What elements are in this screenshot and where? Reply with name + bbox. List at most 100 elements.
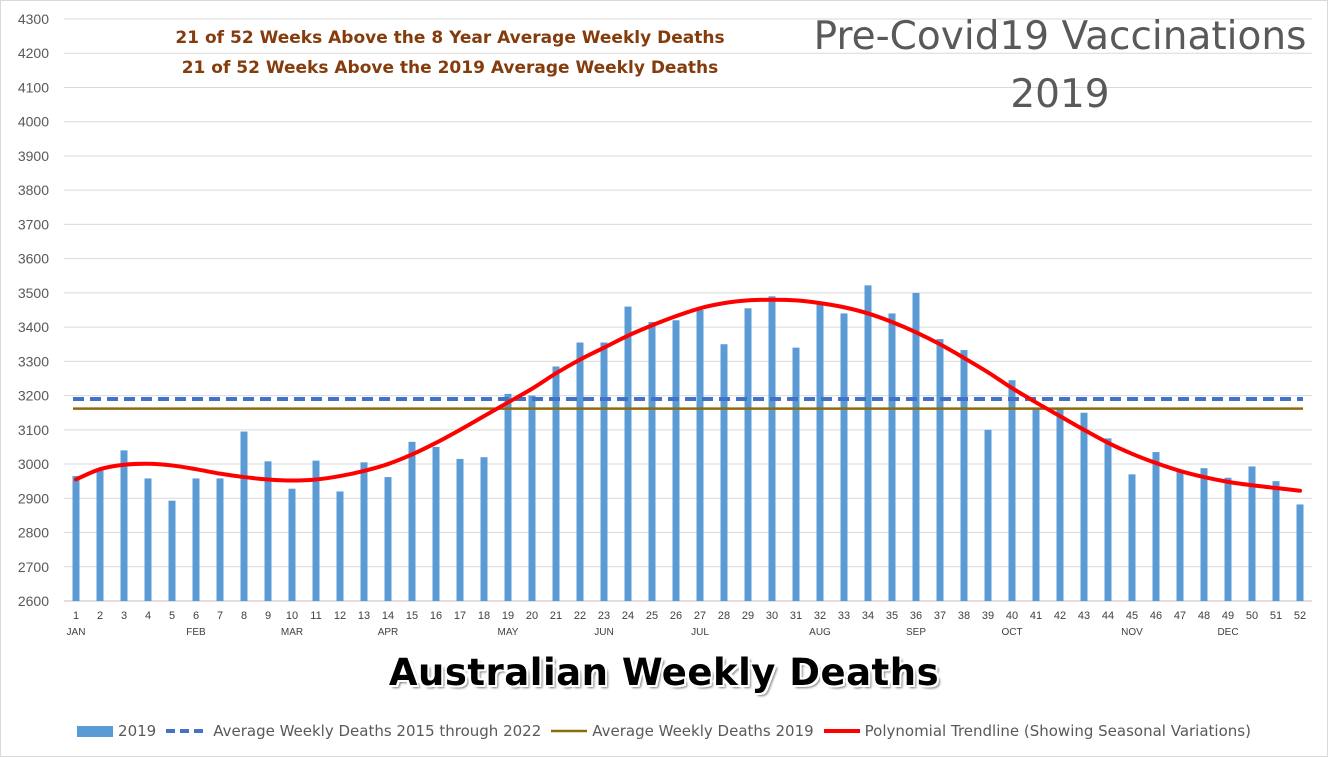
bar-week-18 [480, 457, 488, 601]
x-tick-label: 9 [265, 610, 271, 622]
y-tick-label: 4200 [18, 45, 49, 61]
bar-week-8 [240, 431, 248, 601]
x-tick-label: 39 [982, 610, 994, 622]
x-tick-label: 17 [454, 610, 466, 622]
bar-week-32 [816, 301, 824, 601]
bar-week-6 [192, 478, 200, 601]
x-tick-label: 10 [286, 610, 298, 622]
bar-week-33 [840, 313, 848, 601]
x-tick-label: 19 [502, 610, 514, 622]
polynomial-trendline [74, 297, 1302, 493]
bar-week-10 [288, 488, 296, 601]
bar-week-12 [336, 491, 344, 601]
x-tick-label: 46 [1150, 610, 1162, 622]
x-tick-label: 51 [1270, 610, 1282, 622]
bar-week-17 [456, 458, 464, 601]
bar-week-49 [1224, 477, 1232, 601]
x-tick-label: 42 [1054, 610, 1066, 622]
legend-swatch-bar [77, 725, 114, 737]
bar-week-20 [528, 395, 536, 601]
x-tick-label: 13 [358, 610, 370, 622]
bar-week-3 [120, 450, 128, 601]
bar-week-15 [408, 441, 416, 601]
bar-week-5 [168, 500, 176, 601]
x-tick-label: 26 [670, 610, 682, 622]
x-tick-label: 29 [742, 610, 754, 622]
x-tick-label: 50 [1246, 610, 1258, 622]
legend-item-8-year-average: Average Weekly Deaths 2015 through 2022 [166, 722, 541, 740]
x-tick-label: 33 [838, 610, 850, 622]
y-tick-label: 4000 [18, 114, 49, 130]
bar-week-50 [1248, 466, 1256, 601]
y-tick-label: 4100 [18, 79, 49, 95]
bar-week-26 [672, 320, 680, 601]
bar-week-52 [1296, 504, 1304, 601]
month-label: AUG [809, 627, 831, 638]
x-tick-label: 30 [766, 610, 778, 622]
x-tick-label: 38 [958, 610, 970, 622]
legend-swatch-solid-line [551, 729, 588, 733]
x-tick-label: 3 [121, 610, 127, 622]
bar-week-38 [960, 350, 968, 601]
x-tick-label: 6 [193, 610, 199, 622]
y-tick-label: 3700 [18, 216, 49, 232]
x-tick-label: 44 [1102, 610, 1114, 622]
x-tick-label: 40 [1006, 610, 1018, 622]
bar-week-4 [144, 478, 152, 601]
bar-week-13 [360, 462, 368, 601]
y-tick-label: 2900 [18, 490, 49, 506]
x-tick-label: 1 [73, 610, 79, 622]
x-tick-label: 12 [334, 610, 346, 622]
x-tick-label: 49 [1222, 610, 1234, 622]
x-tick-label: 21 [550, 610, 562, 622]
x-tick-label: 18 [478, 610, 490, 622]
x-tick-label: 41 [1030, 610, 1042, 622]
x-tick-label: 28 [718, 610, 730, 622]
y-tick-label: 3600 [18, 251, 49, 267]
bar-week-30 [768, 296, 776, 601]
bar-week-48 [1200, 468, 1208, 601]
bar-week-44 [1104, 438, 1112, 601]
bar-week-43 [1080, 412, 1088, 601]
bar-week-45 [1128, 474, 1136, 601]
chart-title: Australian Weekly Deaths [388, 651, 940, 694]
y-tick-label: 2600 [18, 593, 49, 609]
legend-item-2019: 2019 [77, 722, 156, 740]
bar-week-40 [1008, 380, 1016, 601]
x-tick-label: 11 [310, 610, 321, 622]
legend-label-2019-average: Average Weekly Deaths 2019 [592, 722, 814, 740]
bar-week-19 [504, 393, 512, 601]
x-tick-label: 15 [406, 610, 418, 622]
month-label: NOV [1121, 627, 1143, 638]
month-label: SEP [906, 627, 926, 638]
x-tick-label: 35 [886, 610, 898, 622]
legend: 2019 Average Weekly Deaths 2015 through … [0, 722, 1328, 740]
month-label: JUL [691, 627, 709, 638]
y-tick-label: 3800 [18, 182, 49, 198]
y-tick-label: 3300 [18, 353, 49, 369]
month-label: MAY [498, 627, 519, 638]
x-tick-label: 48 [1198, 610, 1210, 622]
x-tick-label: 34 [862, 610, 874, 622]
bar-week-34 [864, 285, 872, 601]
y-tick-label: 4300 [18, 11, 49, 27]
x-tick-label: 25 [646, 610, 658, 622]
bar-week-25 [648, 321, 656, 601]
x-tick-label: 8 [241, 610, 247, 622]
bar-week-11 [312, 460, 320, 601]
x-tick-label: 36 [910, 610, 922, 622]
bar-week-24 [624, 306, 632, 601]
x-tick-label: 52 [1294, 610, 1306, 622]
bar-week-7 [216, 478, 224, 601]
x-tick-label: 23 [598, 610, 610, 622]
y-tick-label: 3900 [18, 148, 49, 164]
y-tick-label: 3000 [18, 456, 49, 472]
month-label: MAR [281, 627, 303, 638]
x-tick-label: 24 [622, 610, 634, 622]
legend-label-2019: 2019 [118, 722, 157, 740]
x-tick-label: 20 [526, 610, 538, 622]
legend-label-8-year-average: Average Weekly Deaths 2015 through 2022 [213, 722, 542, 740]
x-tick-label: 7 [217, 610, 223, 622]
x-tick-label: 14 [382, 610, 394, 622]
bar-week-27 [696, 310, 704, 601]
